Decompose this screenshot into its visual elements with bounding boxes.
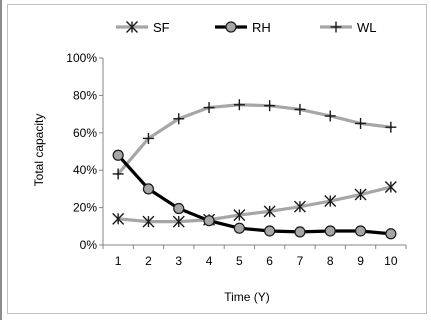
data-point-RH — [354, 225, 367, 237]
x-tick-label: 5 — [236, 254, 243, 268]
WL-marker — [330, 21, 342, 33]
x-tick-label: 10 — [384, 254, 398, 268]
RH-marker-circle — [173, 202, 185, 215]
data-point-WL — [173, 113, 185, 125]
x-axis-label: Time (Y) — [224, 290, 270, 304]
data-point-SF — [384, 181, 397, 194]
SF-marker — [126, 21, 138, 33]
data-point-RH — [142, 183, 155, 195]
x-tick-label: 7 — [297, 254, 304, 268]
page-edge-bar — [0, 0, 2, 320]
RH-marker-circle — [354, 225, 367, 237]
data-point-SF — [172, 215, 185, 228]
RH-marker-circle — [233, 222, 245, 234]
data-point-WL — [264, 100, 276, 112]
y-tick-label: 0% — [80, 238, 98, 252]
x-tick-label: 1 — [115, 254, 122, 268]
series-line-WL — [116, 103, 393, 176]
y-tick-label: 20% — [73, 201, 97, 215]
RH-marker-circle — [112, 149, 124, 161]
x-tick-label: 2 — [145, 254, 152, 268]
data-point-WL — [324, 110, 336, 122]
RH-marker-circle — [264, 225, 276, 237]
data-point-RH — [294, 226, 306, 238]
series-line-RH — [116, 153, 393, 236]
data-point-RH — [233, 222, 245, 234]
RH-marker — [225, 21, 237, 33]
y-tick-label: 100% — [66, 51, 97, 65]
legend-label: SF — [153, 20, 170, 35]
data-point-SF — [112, 212, 125, 225]
data-point-SF — [263, 205, 276, 218]
data-point-RH — [324, 225, 336, 237]
RH-marker-circle — [203, 215, 215, 227]
data-point-WL — [142, 132, 154, 144]
data-point-SF — [233, 209, 246, 222]
data-point-WL — [385, 121, 397, 133]
legend-label: WL — [357, 20, 377, 35]
data-point-WL — [112, 168, 124, 180]
data-point-SF — [354, 188, 367, 201]
y-axis-label: Total capacity — [32, 114, 46, 187]
data-point-WL — [203, 102, 215, 114]
RH-marker-circle — [142, 183, 155, 195]
data-point-RH — [112, 149, 124, 161]
data-point-SF — [324, 195, 337, 208]
plot-area: 0% 20% 40% 60% 80% 100% 1 2 3 4 5 6 7 8 9 10 — [66, 51, 407, 268]
legend: SF RH WL — [116, 20, 377, 35]
x-tick-label: 8 — [327, 254, 334, 268]
data-point-WL — [233, 99, 245, 111]
y-tick-label: 40% — [73, 163, 97, 177]
series-line-SF — [116, 185, 393, 224]
RH-marker-circle — [225, 21, 237, 33]
legend-item-RH: RH — [215, 20, 271, 35]
y-tick-label: 60% — [73, 126, 97, 140]
line-chart: SF RH WL 0% 20% 40% 60% 80% 100% 1 2 3 4 5 6 7 8 9 10 Tot… — [32, 20, 407, 304]
RH-marker-circle — [294, 226, 306, 238]
x-tick-label: 6 — [266, 254, 273, 268]
data-point-RH — [203, 215, 215, 227]
x-tick-label: 9 — [357, 254, 364, 268]
data-point-RH — [385, 228, 397, 240]
legend-item-SF: SF — [116, 20, 170, 35]
x-tick-label: 4 — [206, 254, 213, 268]
data-point-RH — [173, 202, 185, 215]
data-point-SF — [142, 215, 155, 228]
legend-label: RH — [252, 20, 271, 35]
chart-frame: SF RH WL 0% 20% 40% 60% 80% 100% 1 2 3 4 5 6 7 8 9 10 Tot… — [7, 4, 427, 314]
RH-marker-circle — [385, 228, 397, 240]
y-tick-label: 80% — [73, 88, 97, 102]
data-point-RH — [264, 225, 276, 237]
data-point-WL — [294, 103, 306, 115]
RH-marker-circle — [324, 225, 336, 237]
legend-item-WL: WL — [320, 20, 377, 35]
data-point-WL — [355, 117, 367, 129]
data-point-SF — [293, 200, 306, 213]
x-tick-label: 3 — [175, 254, 182, 268]
